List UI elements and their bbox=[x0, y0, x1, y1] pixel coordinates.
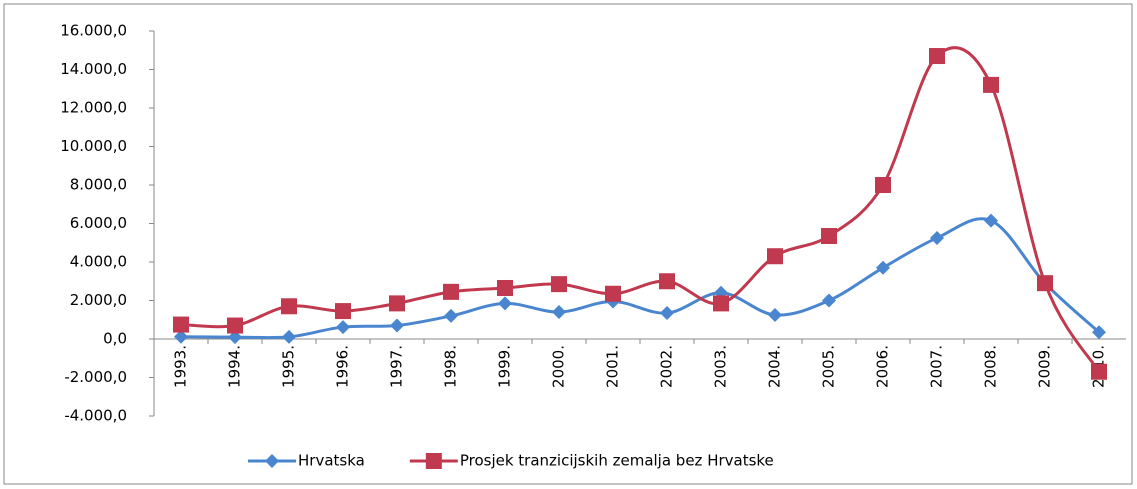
data-point bbox=[984, 213, 998, 228]
data-point bbox=[768, 307, 782, 322]
data-point bbox=[336, 320, 350, 335]
x-tick-label: 2001. bbox=[604, 345, 622, 388]
x-tick-label: 1995. bbox=[280, 345, 298, 388]
x-tick-label: 2008. bbox=[982, 345, 1000, 388]
data-point bbox=[605, 285, 621, 302]
x-tick-label: 2002. bbox=[658, 345, 676, 388]
data-point bbox=[1037, 275, 1053, 292]
data-point bbox=[660, 306, 674, 321]
data-point bbox=[335, 303, 351, 320]
data-point bbox=[552, 305, 566, 320]
data-point bbox=[227, 317, 243, 334]
x-tick-label: 2004. bbox=[766, 345, 784, 388]
x-tick-label: 1996. bbox=[334, 345, 352, 388]
legend-label: Hrvatska bbox=[298, 452, 365, 470]
y-tick-label: 8.000,0 bbox=[70, 176, 127, 194]
legend-marker bbox=[265, 454, 279, 468]
data-point bbox=[767, 248, 783, 265]
x-tick-label: 2006. bbox=[874, 345, 892, 388]
y-tick-label: 16.000,0 bbox=[60, 22, 127, 40]
x-tick-label: 1993. bbox=[172, 345, 190, 388]
data-point bbox=[173, 316, 189, 333]
data-point bbox=[929, 48, 945, 65]
x-tick-label: 1999. bbox=[496, 345, 514, 388]
y-tick-label: -4.000,0 bbox=[64, 407, 127, 425]
data-point bbox=[875, 177, 891, 193]
data-point bbox=[713, 295, 729, 312]
y-tick-label: -2.000,0 bbox=[64, 368, 127, 386]
x-tick-label: 2003. bbox=[712, 345, 730, 388]
data-point bbox=[876, 260, 890, 275]
x-tick-label: 1997. bbox=[388, 345, 406, 388]
x-tick-label: 2005. bbox=[820, 345, 838, 388]
data-point bbox=[497, 279, 513, 296]
x-tick-label: 2007. bbox=[928, 345, 946, 388]
legend-label: Prosjek tranzicijskih zemalja bez Hrvats… bbox=[460, 452, 774, 470]
data-point bbox=[228, 330, 242, 345]
data-point bbox=[390, 318, 404, 333]
y-tick-label: 10.000,0 bbox=[60, 137, 127, 155]
data-point bbox=[822, 293, 836, 308]
data-point bbox=[444, 308, 458, 323]
data-point bbox=[659, 273, 675, 290]
data-point bbox=[1091, 363, 1107, 380]
data-point bbox=[983, 76, 999, 93]
y-tick-label: 6.000,0 bbox=[70, 214, 127, 232]
x-tick-label: 1994. bbox=[226, 345, 244, 388]
data-point bbox=[1092, 325, 1106, 340]
legend-marker bbox=[425, 453, 442, 469]
data-point bbox=[551, 276, 567, 293]
y-tick-label: 4.000,0 bbox=[70, 253, 127, 271]
data-point bbox=[282, 329, 296, 344]
data-point bbox=[281, 298, 297, 315]
x-tick-label: 2009. bbox=[1036, 345, 1054, 388]
data-point bbox=[930, 230, 944, 245]
x-tick-label: 2000. bbox=[550, 345, 568, 388]
y-tick-label: 2.000,0 bbox=[70, 291, 127, 309]
x-tick-label: 1998. bbox=[442, 345, 460, 388]
y-tick-label: 0,0 bbox=[103, 330, 127, 348]
data-point bbox=[174, 329, 188, 344]
y-tick-label: 14.000,0 bbox=[60, 60, 127, 78]
data-point bbox=[443, 283, 459, 300]
y-tick-label: 12.000,0 bbox=[60, 99, 127, 117]
data-point bbox=[389, 295, 405, 312]
data-point bbox=[821, 228, 837, 245]
data-point bbox=[498, 296, 512, 311]
chart-frame bbox=[3, 3, 1133, 485]
